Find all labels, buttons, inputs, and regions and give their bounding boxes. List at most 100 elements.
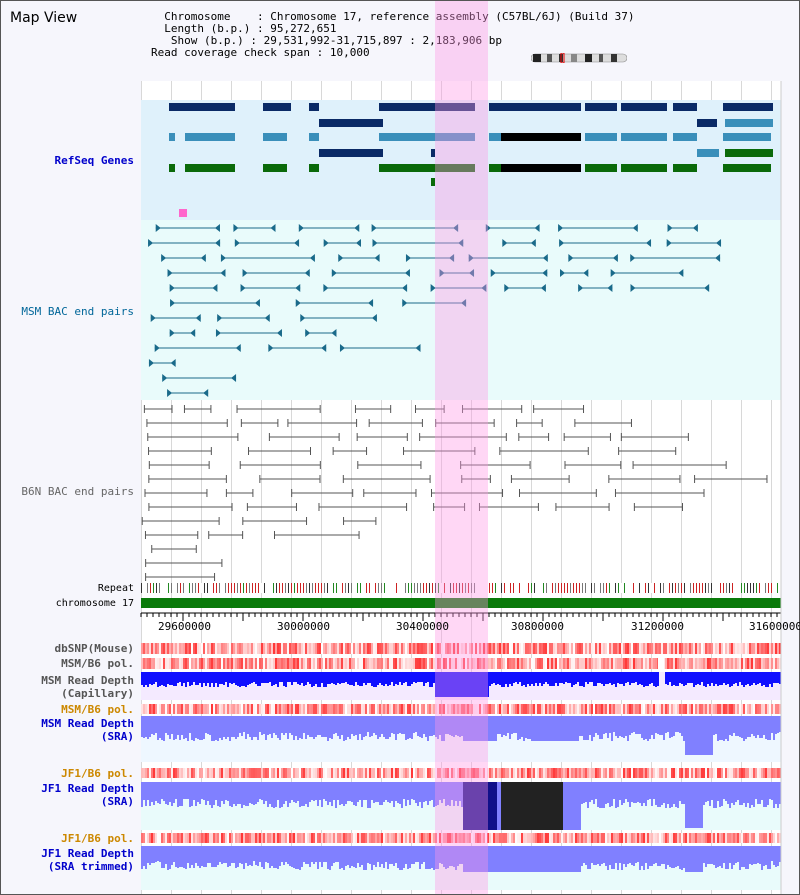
jf1-pol-heat: [187, 768, 189, 778]
depth-bar: [761, 672, 763, 686]
repeat-mark: [624, 583, 625, 593]
msm-pol-heat: [669, 658, 671, 669]
dbsnp-heat: [583, 643, 585, 654]
jf1-pol-heat: [337, 833, 339, 843]
dbsnp-heat: [165, 643, 167, 654]
msm-pol-heat: [157, 658, 159, 669]
dbsnp-heat: [309, 643, 311, 654]
msm-pol-heat: [339, 658, 341, 669]
depth-bar: [311, 672, 313, 687]
depth-bar: [489, 672, 491, 686]
msm-bac-track-label[interactable]: MSM BAC end pairs: [21, 305, 134, 318]
msm-depth-cap-label[interactable]: MSM Read Depth (Capillary): [41, 674, 134, 700]
depth-bar: [623, 672, 625, 686]
msm-pol-heat: [401, 704, 403, 714]
msm-pol-heat: [187, 658, 189, 669]
repeat-mark: [312, 583, 313, 593]
dbsnp-heat: [343, 643, 345, 654]
msm-pol-heat: [713, 704, 715, 714]
msm-pol-heat: [577, 704, 579, 714]
depth-bar: [729, 672, 731, 687]
msm-pol-heat: [479, 704, 481, 714]
bac-end: [559, 239, 565, 247]
jf1-b6-pol-label-2[interactable]: JF1/B6 pol.: [61, 832, 134, 845]
depth-bar: [763, 782, 765, 807]
depth-bar: [283, 672, 285, 686]
bac-end: [715, 254, 721, 262]
dbsnp-heat: [733, 643, 735, 654]
msm-pol-heat: [483, 658, 485, 669]
dbsnp-heat: [391, 643, 393, 654]
msm-b6-pol-label-1[interactable]: MSM/B6 pol.: [61, 657, 134, 670]
depth-bar: [241, 846, 243, 864]
depth-bar: [423, 846, 425, 862]
jf1-pol-heat: [599, 833, 601, 843]
depth-bar: [533, 672, 535, 686]
depth-bar: [605, 716, 607, 733]
dbsnp-heat: [655, 643, 657, 654]
jf1-depth-sra-label[interactable]: JF1 Read Depth (SRA): [41, 782, 134, 808]
depth-bar: [405, 846, 407, 864]
jf1-pol-heat: [353, 768, 355, 778]
jf1-depth-trim-label[interactable]: JF1 Read Depth (SRA trimmed): [41, 847, 134, 873]
depth-bar: [311, 782, 313, 800]
depth-bar: [557, 672, 559, 686]
depth-bar: [757, 672, 759, 684]
dbsnp-heat: [273, 643, 275, 654]
jf1-pol-heat: [771, 768, 773, 778]
jf1-pol-heat: [497, 833, 499, 843]
highlight-region[interactable]: [435, 1, 488, 894]
jf1-pol-heat: [705, 833, 707, 843]
dbsnp-heat: [751, 643, 753, 654]
depth-bar: [167, 846, 169, 870]
chromosome-ideogram[interactable]: [531, 53, 627, 63]
msm-pol-heat: [339, 704, 341, 714]
depth-bar: [411, 716, 413, 739]
depth-bar: [281, 846, 283, 862]
dbsnp-heat: [717, 643, 719, 654]
depth-bar: [151, 846, 153, 863]
depth-bar: [603, 782, 605, 808]
jf1-pol-heat: [239, 833, 241, 843]
jf1-b6-pol-label-1[interactable]: JF1/B6 pol.: [61, 767, 134, 780]
depth-bar: [333, 716, 335, 734]
jf1-pol-heat: [291, 768, 293, 778]
jf1-pol-heat: [621, 833, 623, 843]
jf1-pol-heat: [353, 833, 355, 843]
msm-b6-pol-label-2[interactable]: MSM/B6 pol.: [61, 703, 134, 716]
depth-bar: [317, 672, 319, 687]
b6n-bac-track-label[interactable]: B6N BAC end pairs: [21, 485, 134, 498]
jf1-pol-heat: [715, 833, 717, 843]
jf1-pol-heat: [505, 768, 507, 778]
depth-bar: [639, 672, 641, 684]
depth-bar: [203, 672, 205, 683]
depth-bar: [683, 716, 685, 741]
depth-bar: [597, 716, 599, 735]
msm-pol-heat: [767, 704, 769, 714]
dbsnp-heat: [713, 643, 715, 654]
dbsnp-track-label[interactable]: dbSNP(Mouse): [54, 642, 134, 655]
refseq-track-label[interactable]: RefSeq Genes: [54, 154, 134, 167]
jf1-pol-heat: [597, 768, 599, 778]
msm-pol-heat: [675, 704, 677, 714]
msm-depth-sra-label[interactable]: MSM Read Depth (SRA): [41, 717, 134, 743]
depth-bar: [669, 716, 671, 738]
depth-bar: [197, 716, 199, 739]
msm-pol-heat: [307, 704, 309, 714]
depth-bar: [279, 716, 281, 740]
msm-pol-heat: [699, 704, 701, 714]
depth-bar: [617, 716, 619, 738]
depth-bar: [259, 782, 261, 799]
jf1-pol-heat: [301, 833, 303, 843]
depth-bar: [693, 672, 695, 687]
jf1-pol-heat: [645, 833, 647, 843]
msm-pol-heat: [319, 658, 321, 669]
dbsnp-heat: [633, 643, 635, 654]
depth-bar: [447, 672, 449, 697]
depth-bar: [163, 846, 165, 868]
jf1-pol-heat: [679, 833, 681, 843]
msm-pol-heat: [575, 658, 577, 669]
depth-bar: [611, 716, 613, 741]
depth-bar: [443, 716, 445, 741]
